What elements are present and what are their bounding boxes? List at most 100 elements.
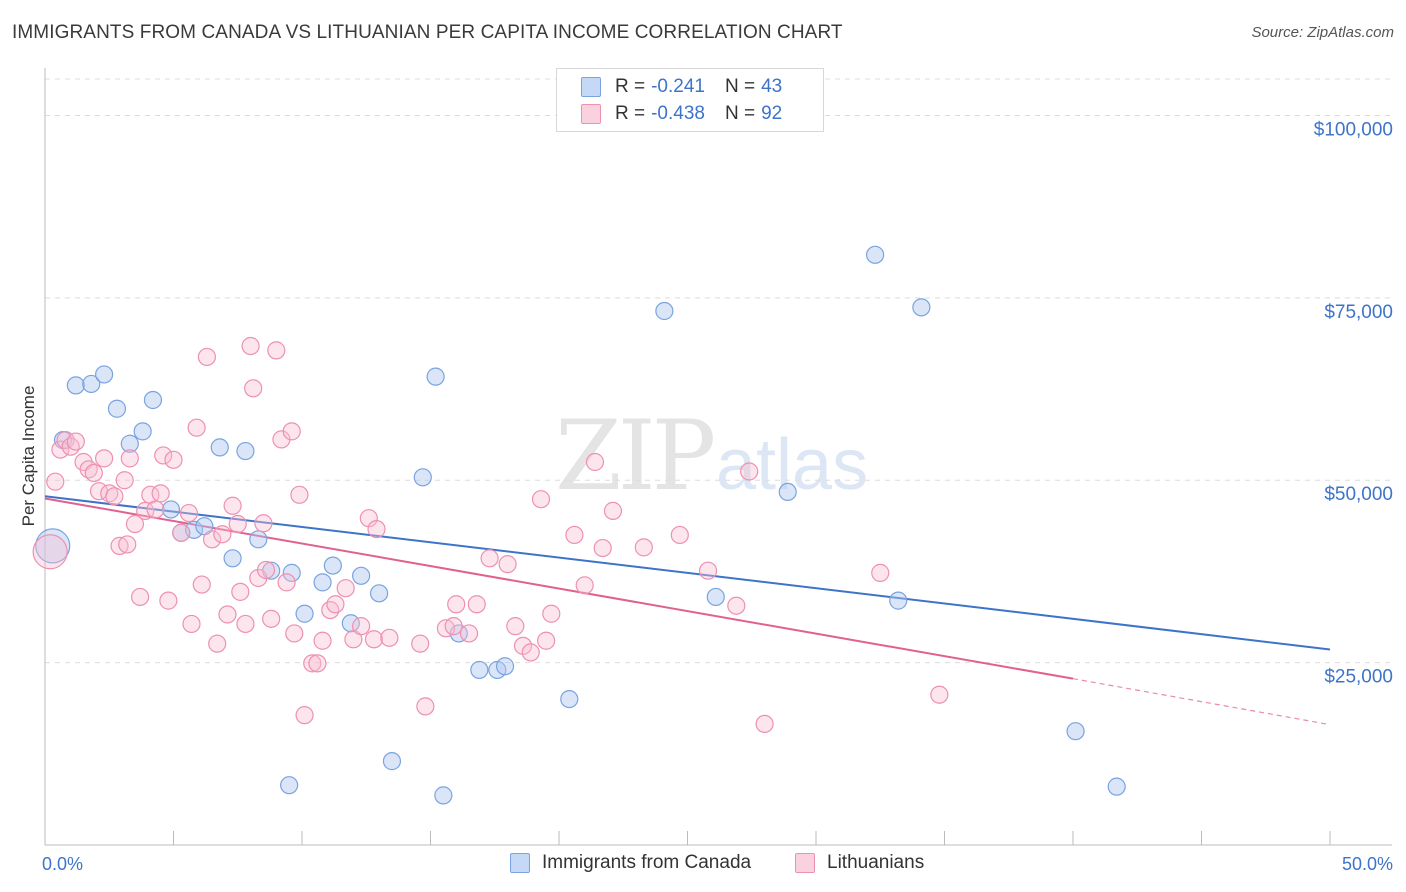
lithuanian-point (930, 685, 949, 704)
lithuanian-point (321, 600, 340, 620)
canada-point (560, 689, 579, 709)
canada-point (249, 530, 268, 549)
lithuanian-point (208, 634, 227, 653)
lithuanian-point (634, 538, 653, 557)
lithuanian-point (151, 484, 170, 503)
lithuanian-point (295, 706, 314, 725)
legend-row-lithuanians: R = -0.438 N = 92 (581, 102, 782, 126)
lithuanian-point (459, 624, 479, 643)
series-label-lithuanians: Lithuanians (827, 852, 925, 873)
lithuanian-point (575, 576, 594, 595)
lithuanian-point (95, 449, 114, 468)
canada-point (370, 584, 389, 603)
canada-point (434, 786, 453, 805)
canada-point (107, 399, 127, 418)
canada-trend-line (44, 495, 1331, 651)
lithuanian-point (256, 560, 276, 580)
lithuanian-point (308, 654, 327, 673)
lithuanian-point (585, 452, 605, 472)
lithuanian-point (182, 614, 201, 634)
canada-point (889, 591, 908, 610)
lithuanian-point (202, 530, 222, 549)
lithuanian-point (241, 336, 260, 356)
legend-r-label: R = (615, 76, 646, 97)
canada-point (35, 528, 71, 564)
lithuanian-point (593, 538, 612, 558)
canada-point (1107, 777, 1126, 796)
lithuanian-point (254, 514, 273, 533)
legend-row-canada: R = -0.241 N = 43 (581, 75, 782, 99)
lithuanian-point (51, 440, 70, 459)
lithuanian-point (303, 654, 322, 673)
lithuanian-point (411, 634, 430, 653)
canada-point (413, 468, 432, 487)
canada-point (912, 298, 931, 317)
lithuanian-point (61, 437, 80, 456)
legend-n-label: N = (724, 76, 756, 97)
lithuanian-point (228, 514, 247, 534)
lithuanian-point (871, 563, 890, 582)
x-tick-label: 0.0% (42, 854, 83, 874)
lithuanian-point (213, 525, 232, 544)
canada-point (323, 556, 342, 575)
correlation-legend: R = -0.241 N = 43 R = -0.438 N = 92 (556, 68, 824, 132)
lithuanian-point (120, 449, 139, 468)
lithuanian-point (159, 591, 178, 610)
series-legend-canada[interactable]: Immigrants from Canada (510, 852, 751, 874)
canada-point (866, 245, 885, 264)
lithuanian-point (542, 604, 561, 623)
lithuanian-point (267, 341, 286, 360)
lithuanian-point (282, 422, 301, 441)
lithuanian-point (218, 605, 237, 624)
series-legend-lithuanians[interactable]: Lithuanians (795, 852, 924, 874)
lithuanian-point (197, 347, 217, 367)
gridlines (45, 78, 1392, 664)
lithuanian-point (32, 534, 68, 570)
x-tick-label: 50.0% (1342, 854, 1393, 874)
watermark-zip: ZIP (555, 400, 716, 512)
lithuanian-point (262, 609, 281, 628)
lithuanian-point (480, 549, 499, 568)
canada-point (66, 376, 85, 395)
lithuanian-point (416, 697, 435, 716)
lithuanian-point (670, 525, 689, 545)
lithuanian-point (84, 463, 103, 483)
legend-n-value: 43 (761, 76, 783, 97)
lithuanian-point (125, 514, 145, 534)
canada-point (382, 752, 402, 771)
lithuanian-point (352, 617, 371, 636)
canada-point (161, 500, 181, 519)
data-points (32, 245, 1126, 805)
lithuanian-point (603, 501, 623, 520)
canada-point (82, 374, 101, 394)
y-tick-label: $100,000 (1314, 119, 1393, 140)
canada-point (778, 482, 797, 502)
lithuanian-point (336, 579, 355, 598)
lithuanian-trend-extension (1072, 678, 1331, 726)
canada-point (426, 367, 445, 386)
lithuanian-point (231, 582, 250, 601)
lithuanian-point (364, 630, 384, 649)
series-legend: Immigrants from Canada Lithuanians (0, 852, 1406, 876)
lithuanian-point (46, 472, 65, 491)
canada-point (120, 434, 139, 453)
lithuanian-point (506, 617, 525, 636)
chart-title: IMMIGRANTS FROM CANADA VS LITHUANIAN PER… (12, 22, 843, 43)
lithuanian-point (223, 496, 242, 515)
lithuanian-point (447, 595, 466, 614)
canada-point (295, 604, 314, 623)
canada-point (1066, 722, 1085, 741)
legend-r-value: -0.438 (651, 103, 705, 124)
canada-point (470, 660, 489, 680)
legend-swatch-lithuanians (581, 104, 601, 124)
lithuanian-point (115, 471, 134, 490)
lithuanian-point (130, 587, 150, 607)
series-swatch-canada (510, 853, 530, 873)
lithuanian-point (118, 535, 137, 554)
lithuanian-point (698, 561, 718, 580)
y-tick-label: $50,000 (1324, 484, 1393, 505)
lithuanian-point (192, 575, 211, 594)
lithuanian-point (740, 462, 759, 481)
lithuanian-point (100, 484, 119, 503)
canada-point (210, 438, 229, 457)
